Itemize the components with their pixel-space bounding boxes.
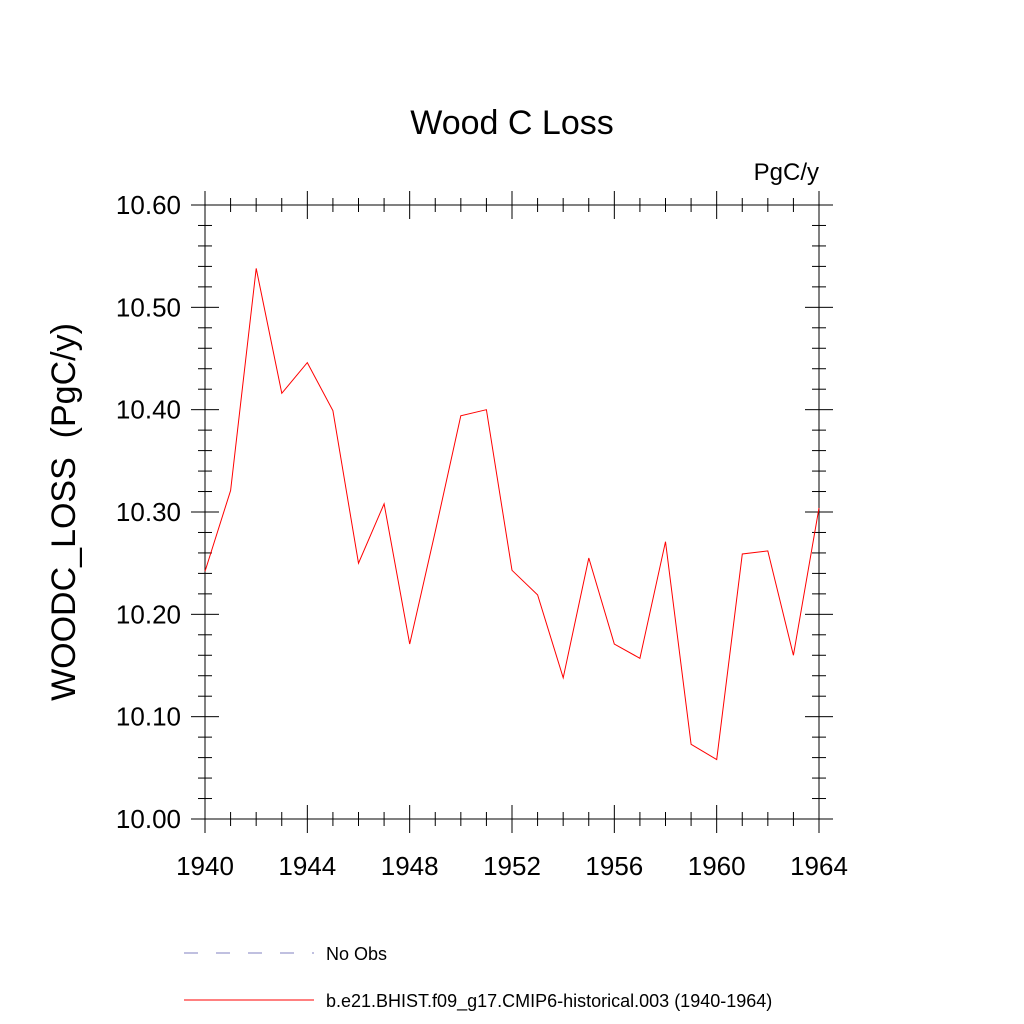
y-tick-label: 10.00	[116, 804, 181, 834]
chart-title: Wood C Loss	[410, 104, 613, 142]
y-tick-label: 10.60	[116, 190, 181, 220]
legend: No Obs b.e21.BHIST.f09_g17.CMIP6-historic…	[184, 944, 772, 1012]
legend-label: No Obs	[326, 944, 387, 964]
y-tick-label: 10.50	[116, 292, 181, 322]
units-label: PgC/y	[754, 159, 819, 186]
x-tick-label: 1944	[278, 851, 336, 881]
x-tick-label: 1964	[790, 851, 848, 881]
plot-frame	[204, 204, 820, 820]
y-axis-ticks: 10.00 10.10 10.20 10.30 10.40 10.50 10.60	[116, 190, 833, 834]
x-axis-ticks: 1940 1944 1948 1952 1956 1960 1964	[176, 191, 848, 881]
x-tick-label: 1948	[381, 851, 439, 881]
x-tick-label: 1952	[483, 851, 541, 881]
x-tick-label: 1960	[688, 851, 746, 881]
y-tick-label: 10.40	[116, 395, 181, 425]
y-tick-label: 10.20	[116, 599, 181, 629]
x-tick-label: 1940	[176, 851, 234, 881]
series-layer	[204, 268, 820, 761]
x-tick-label: 1956	[585, 851, 643, 881]
legend-label: b.e21.BHIST.f09_g17.CMIP6-historical.003…	[326, 991, 772, 1012]
series-line	[204, 268, 820, 761]
y-tick-label: 10.10	[116, 702, 181, 732]
y-tick-label: 10.30	[116, 497, 181, 527]
y-axis-label: WOODC_LOSS (PgC/y)	[45, 323, 83, 701]
